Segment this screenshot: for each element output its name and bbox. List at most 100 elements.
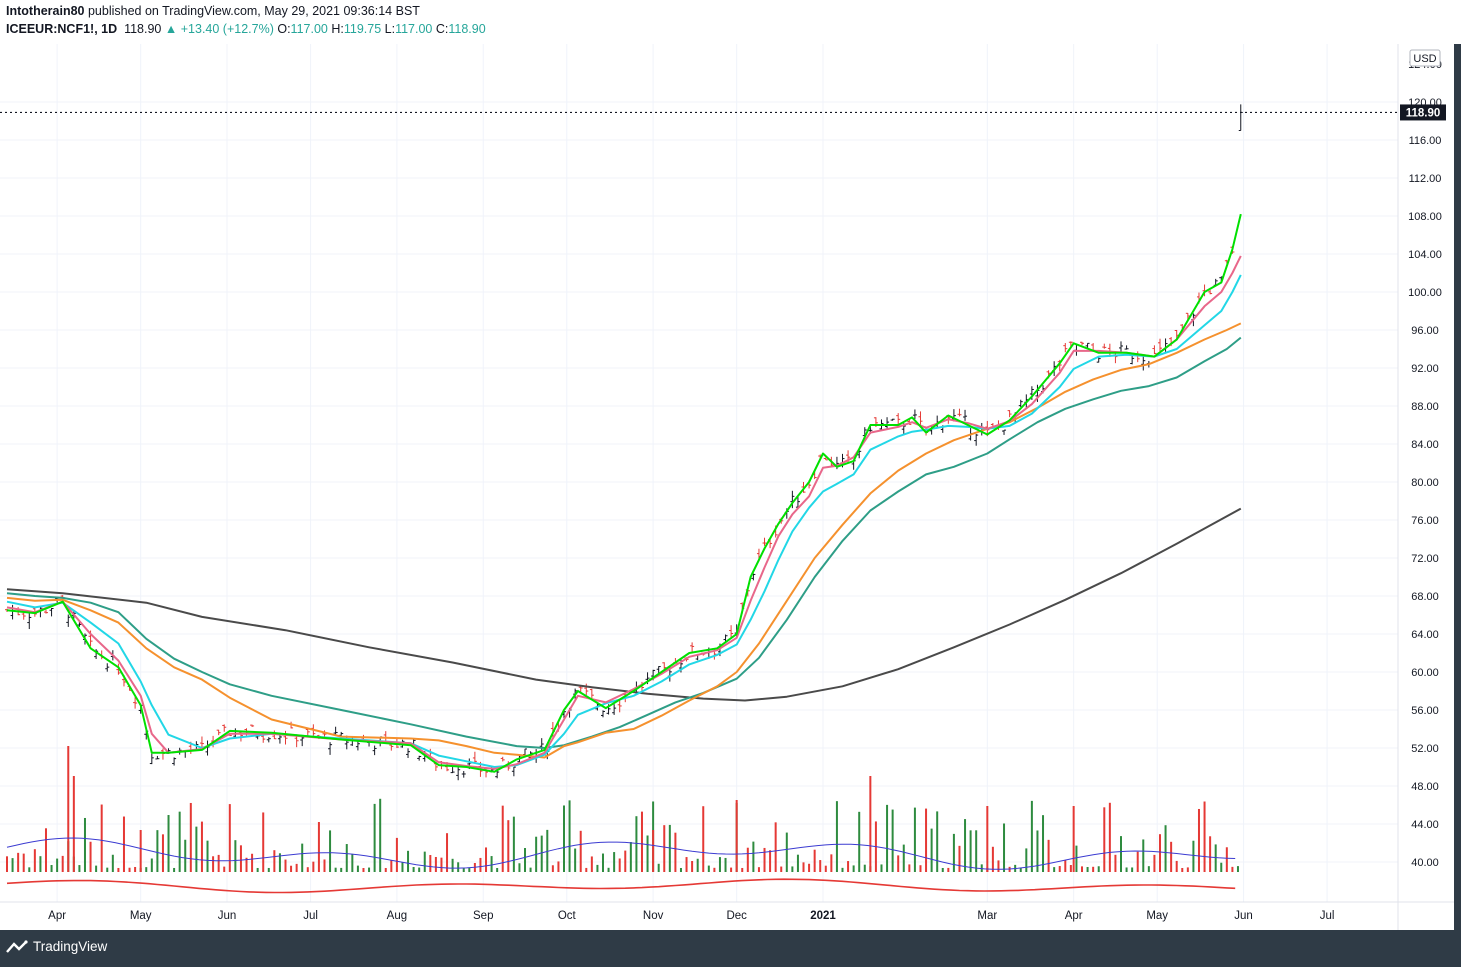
volume-bar xyxy=(952,833,955,872)
volume-bar xyxy=(189,802,192,872)
volume-bar xyxy=(1225,847,1228,872)
volume-bar xyxy=(668,824,671,872)
price-tick-label: 108.00 xyxy=(1408,211,1442,223)
ma-line xyxy=(6,213,1242,773)
volume-bar xyxy=(251,853,254,872)
volume-bar xyxy=(780,866,783,872)
volume-bar xyxy=(1047,839,1050,872)
price-tick-label: 56.00 xyxy=(1411,705,1439,717)
volume-bar xyxy=(161,834,164,872)
volume-bar xyxy=(223,866,226,872)
volume-bar xyxy=(986,806,989,872)
volume-bar xyxy=(590,856,593,872)
volume-bar xyxy=(964,819,967,872)
volume-bar xyxy=(1103,807,1106,872)
volume-bar xyxy=(446,833,449,872)
price-axis[interactable]: 40.00 44.00 48.00 52.00 56.00 60.00 64.00 68.00… xyxy=(1408,59,1442,869)
time-tick-label: Jul xyxy=(1320,910,1335,922)
volume-bar xyxy=(284,859,287,872)
volume-bar xyxy=(585,867,588,872)
volume-bar xyxy=(880,864,883,872)
volume-bar xyxy=(33,849,36,872)
volume-bar xyxy=(323,859,326,872)
volume-bar xyxy=(329,830,332,872)
volume-bar xyxy=(407,850,410,872)
volume-bar xyxy=(239,845,242,872)
volume-bar xyxy=(317,822,320,872)
volume-bar xyxy=(200,821,203,872)
volume-bar xyxy=(607,867,610,872)
volume-bar xyxy=(1175,860,1178,872)
volume-bar xyxy=(228,804,231,872)
publisher-text: published on TradingView.com, May 29, 20… xyxy=(87,4,420,18)
time-tick-label: May xyxy=(1146,910,1168,922)
volume-bar xyxy=(485,847,488,872)
tradingview-logo[interactable]: TradingView xyxy=(6,939,107,954)
volume-bar xyxy=(56,858,59,872)
volume-bar xyxy=(412,867,415,872)
chart-frame[interactable]: 40.00 44.00 48.00 52.00 56.00 60.00 64.00 68.00… xyxy=(0,44,1454,930)
volume-bar xyxy=(1036,830,1039,872)
price-change: +13.40 (+12.7%) xyxy=(180,22,274,36)
volume-bar xyxy=(696,858,699,872)
ma-line xyxy=(6,507,1242,702)
volume-bar xyxy=(796,854,799,872)
volume-bar xyxy=(769,850,772,872)
volume-bar xyxy=(245,857,248,872)
volume-bar xyxy=(596,864,599,872)
volume-bar xyxy=(730,867,733,872)
footer: TradingView xyxy=(0,930,1461,967)
volume-bar xyxy=(267,867,270,872)
volume-bar xyxy=(808,863,811,872)
volume-bar xyxy=(1058,866,1061,872)
volume-bar xyxy=(39,856,42,872)
volume-bar xyxy=(913,807,916,872)
current-price-box xyxy=(1400,104,1446,121)
moving-averages xyxy=(6,213,1242,773)
volume-bar xyxy=(997,860,1000,872)
volume-bar xyxy=(930,828,933,872)
price-tick-label: 116.00 xyxy=(1409,135,1442,147)
time-tick-label: May xyxy=(130,910,152,922)
volume-bar xyxy=(1214,844,1217,872)
time-tick-label: Nov xyxy=(643,910,664,922)
volume-bar xyxy=(618,858,621,872)
volume-bar xyxy=(718,857,721,872)
time-axis[interactable]: Apr May Jun Jul Aug Sep Oct Nov Dec 2021 Mar Apr May… xyxy=(48,910,1334,922)
volume-bar xyxy=(624,850,627,872)
volume-bar xyxy=(1081,866,1084,872)
volume-bar xyxy=(89,841,92,872)
price-tick-label: 80.00 xyxy=(1411,477,1439,489)
volume-bar xyxy=(384,867,387,872)
volume-bar xyxy=(518,863,521,872)
symbol-label[interactable]: ICEEUR:NCF1!, 1D xyxy=(6,22,118,36)
volume-bar xyxy=(657,863,660,872)
price-tick-label: 100.00 xyxy=(1408,287,1442,299)
volume-bar xyxy=(434,856,437,872)
volume-bar xyxy=(1147,866,1150,872)
volume-bar xyxy=(61,855,64,872)
time-tick-label: Aug xyxy=(387,910,407,922)
grid-lines xyxy=(0,44,1398,902)
volume-bar xyxy=(1142,839,1145,872)
chart-header: Intotherain80 published on TradingView.c… xyxy=(0,0,1461,44)
currency-box[interactable]: USD xyxy=(1409,49,1441,67)
publisher-username[interactable]: Intotherain80 xyxy=(6,4,85,18)
volume-bar xyxy=(1019,867,1022,872)
volume-bar xyxy=(362,868,365,872)
volume-bar xyxy=(178,811,181,872)
volume-bar xyxy=(557,861,560,872)
oscillator-line xyxy=(6,878,1236,894)
price-tick-label: 52.00 xyxy=(1411,743,1439,755)
price-tick-label: 76.00 xyxy=(1411,515,1439,527)
volume-bar xyxy=(741,867,744,872)
current-price-line: 118.90 xyxy=(0,104,1446,121)
volume-bar xyxy=(858,811,861,872)
volume-bar xyxy=(6,856,8,872)
volume-bar xyxy=(44,828,47,872)
price-tick-label: 68.00 xyxy=(1411,591,1439,603)
volume-bar xyxy=(100,804,103,872)
price-chart[interactable]: 40.00 44.00 48.00 52.00 56.00 60.00 64.00 68.00… xyxy=(0,44,1454,930)
price-tick-label: 72.00 xyxy=(1411,553,1439,565)
volume-bar xyxy=(306,867,309,872)
